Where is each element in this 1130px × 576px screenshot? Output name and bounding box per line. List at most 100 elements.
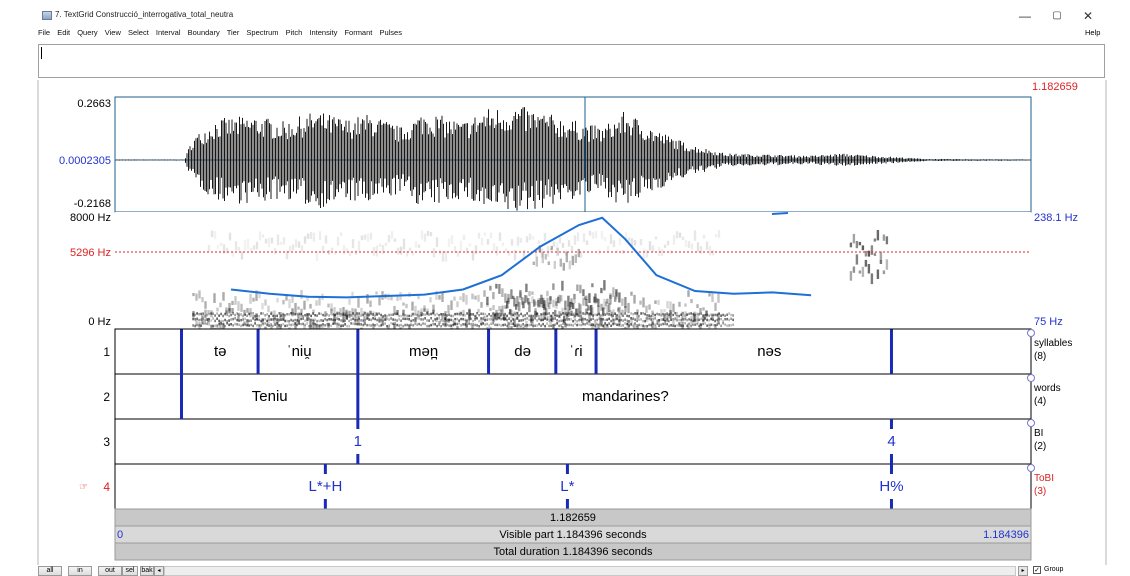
scroll-right-arrow-icon[interactable]: ▸ <box>1018 566 1028 576</box>
spectrogram-cell <box>730 313 732 317</box>
tier-number-selected[interactable]: 4 <box>103 480 110 494</box>
spectrogram-cell <box>250 319 252 322</box>
interval-label[interactable]: ˈniu̯ <box>287 343 312 360</box>
spectrogram-cell <box>274 323 276 326</box>
spectrogram-cell <box>405 303 408 309</box>
tier-handle-icon[interactable] <box>1027 374 1035 382</box>
spectrogram-cell <box>398 318 400 321</box>
spectrogram-cell <box>246 308 249 313</box>
menu-boundary[interactable]: Boundary <box>187 28 220 37</box>
spectrogram-cell <box>590 305 593 315</box>
interval-label[interactable]: də <box>514 343 531 360</box>
menu-pitch[interactable]: Pitch <box>285 28 303 37</box>
spectrogram-cell <box>724 318 726 321</box>
tier-number[interactable]: 3 <box>103 435 110 449</box>
zoom-in-button[interactable]: in <box>68 566 92 576</box>
spectrogram-cell <box>276 234 280 246</box>
tier-handle-icon[interactable] <box>1027 464 1035 472</box>
spectrogram-cell <box>568 312 570 315</box>
point-label[interactable]: L* <box>560 478 574 495</box>
interval-label[interactable]: mən̪ <box>409 343 438 360</box>
menu-select[interactable]: Select <box>127 28 149 37</box>
menu-pulses[interactable]: Pulses <box>379 28 402 37</box>
spectrogram-cell <box>597 305 600 316</box>
spectrogram-cell <box>588 230 592 236</box>
menu-intensity[interactable]: Intensity <box>309 28 338 37</box>
spectrogram-cell <box>225 310 228 314</box>
point-label[interactable]: 1 <box>354 433 362 450</box>
waveform-panel[interactable] <box>114 96 1032 213</box>
scroll-left-arrow-icon[interactable]: ◂ <box>154 566 164 576</box>
spectrogram-cell <box>852 266 856 273</box>
tier-number[interactable]: 1 <box>103 345 110 359</box>
zoom-selection-button[interactable]: sel <box>122 566 138 576</box>
tier-number[interactable]: 2 <box>103 390 110 404</box>
menu-tier[interactable]: Tier <box>226 28 240 37</box>
maximize-button[interactable]: ▢ <box>1052 10 1062 21</box>
menu-view[interactable]: View <box>104 28 121 37</box>
interval-label[interactable]: mandarines? <box>582 388 669 405</box>
spectrogram-cell <box>267 237 271 248</box>
minimize-button[interactable]: — <box>1019 9 1031 23</box>
tier-handle-icon[interactable] <box>1027 419 1035 427</box>
spectrogram-cell <box>282 237 286 245</box>
menu-edit[interactable]: Edit <box>57 28 71 37</box>
point-label[interactable]: 4 <box>887 433 895 450</box>
spectrogram-cell <box>208 323 210 326</box>
spectrogram-cell <box>698 318 700 322</box>
interval-label[interactable]: Teniu <box>252 388 288 405</box>
spectrogram-cell <box>604 322 606 325</box>
menu-file[interactable]: File <box>38 28 51 37</box>
point-label[interactable]: H% <box>879 478 903 495</box>
spectrogram-cell <box>662 318 664 321</box>
spectrogram-panel[interactable] <box>115 212 1031 329</box>
spectrogram-cell <box>440 325 442 328</box>
group-checkbox[interactable]: ✓ <box>1033 566 1041 574</box>
point-label[interactable]: L*+H <box>309 478 343 495</box>
interval-text-field[interactable] <box>38 44 1105 78</box>
interval-label[interactable]: ˈɾi <box>569 343 582 360</box>
spectrogram-cell <box>224 324 226 328</box>
menu-interval[interactable]: Interval <box>155 28 181 37</box>
menu-query[interactable]: Query <box>77 28 98 37</box>
zoom-all-button[interactable]: all <box>38 566 62 576</box>
spectrogram-cell <box>274 317 276 321</box>
total-duration-bar[interactable] <box>114 542 1032 561</box>
spectrogram-cell <box>438 317 440 320</box>
interval-label[interactable]: tə <box>214 343 227 360</box>
close-button[interactable]: ✕ <box>1082 9 1094 23</box>
spectrogram-cell <box>566 323 568 327</box>
spectrogram-cell <box>368 313 370 317</box>
interval-label[interactable]: nəs <box>757 343 781 360</box>
spectrogram-cell <box>279 325 282 329</box>
menu-formant[interactable]: Formant <box>344 28 373 37</box>
spectrogram-cell <box>360 323 362 326</box>
spectrogram-cell <box>702 319 704 322</box>
spectrogram-cell <box>228 308 231 314</box>
spectrogram-cell <box>622 319 624 322</box>
spectrogram-cell <box>495 283 498 289</box>
spectrogram-cell <box>252 324 254 328</box>
spectrogram-cell <box>698 312 700 316</box>
spectrogram-cell <box>434 313 436 317</box>
menu-spectrum[interactable]: Spectrum <box>246 28 279 37</box>
spectrogram-cell <box>566 313 568 316</box>
spectrogram-cell <box>255 290 258 301</box>
spectrogram-cell <box>195 320 198 327</box>
spectrogram-cell <box>420 314 422 317</box>
spectrogram-cell <box>660 318 662 321</box>
tier-handle-icon[interactable] <box>1027 329 1035 337</box>
time-scrollbar[interactable] <box>164 566 1016 576</box>
spectrogram-cell <box>722 319 724 323</box>
spectrogram-cell <box>330 303 333 312</box>
spectrogram-cell <box>444 316 447 328</box>
spectrogram-cell <box>384 318 386 321</box>
spectrogram-cell <box>296 312 298 316</box>
zoom-out-button[interactable]: out <box>98 566 122 576</box>
zoom-back-button[interactable]: bak <box>140 566 154 576</box>
spectrogram-cell <box>636 319 638 323</box>
spectrogram-cell <box>396 319 398 322</box>
spectrogram-cell <box>320 312 322 316</box>
menu-help[interactable]: Help <box>1085 28 1101 37</box>
